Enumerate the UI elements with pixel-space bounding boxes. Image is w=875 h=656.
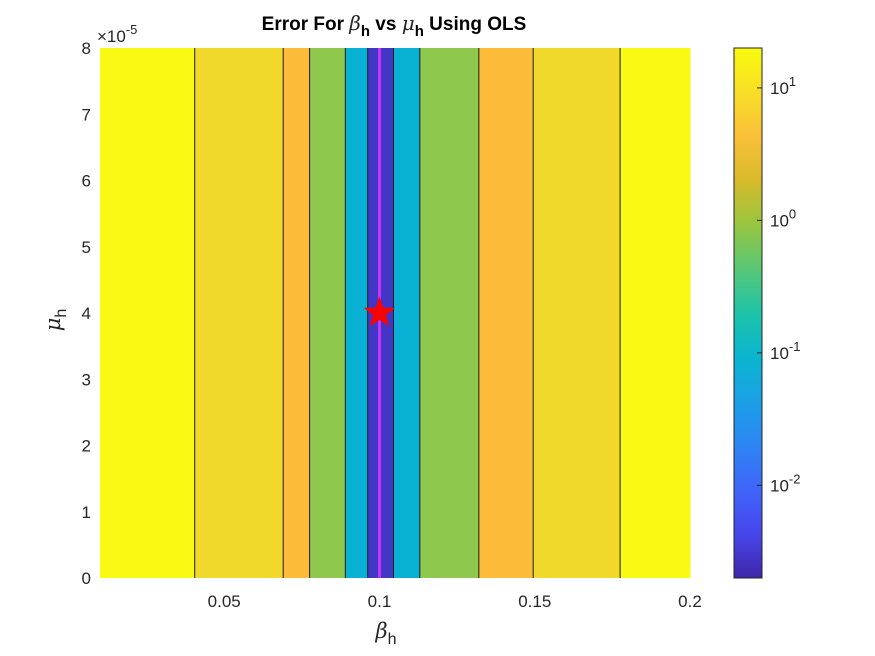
heatmap-band-0	[100, 48, 196, 578]
y-axis-label: μh	[41, 309, 70, 332]
y-exponent-label: ×10-5	[97, 22, 137, 46]
y-tick-label-2: 2	[82, 437, 91, 456]
colorbar-tick-label-0: 101	[770, 74, 796, 98]
x-tick-label-1: 0.1	[368, 592, 392, 611]
colorbar-ticks: 101 100 10-1 10-2	[757, 74, 800, 495]
heatmap-band-7	[419, 48, 480, 578]
y-tick-label-4: 4	[82, 304, 91, 323]
star-marker	[363, 296, 396, 327]
heatmap-band-4	[345, 48, 369, 578]
y-tick-label-0: 0	[82, 569, 91, 588]
heatmap-band-2	[283, 48, 311, 578]
heatmap-band-8	[478, 48, 534, 578]
x-axis-ticks: 0.05 0.1 0.15 0.2	[208, 592, 702, 611]
contour-lines	[194, 48, 621, 578]
colorbar-tick-label-2: 10-1	[770, 339, 800, 363]
marker-group	[363, 296, 396, 327]
y-tick-label-1: 1	[82, 503, 91, 522]
colorbar-gradient	[733, 47, 763, 579]
plot-area	[100, 48, 691, 578]
y-tick-label-7: 7	[82, 105, 91, 124]
x-tick-label-0: 0.05	[208, 592, 241, 611]
chart-title: Error For βh vs μh Using OLS	[262, 11, 527, 40]
x-tick-label-3: 0.2	[678, 592, 702, 611]
heatmap-band-3	[309, 48, 346, 578]
y-tick-label-6: 6	[82, 172, 91, 191]
x-tick-label-2: 0.15	[518, 592, 551, 611]
y-tick-label-8: 8	[82, 39, 91, 58]
y-axis-ticks: 0 1 2 3 4 5 6 7 8	[82, 39, 91, 588]
y-tick-label-3: 3	[82, 370, 91, 389]
colorbar-tick-label-3: 10-2	[770, 471, 800, 495]
colorbar: 101 100 10-1 10-2	[733, 47, 800, 579]
heatmap-band-1	[194, 48, 284, 578]
x-axis-label: βh	[374, 619, 396, 648]
y-tick-label-5: 5	[82, 238, 91, 257]
colorbar-tick-label-1: 100	[770, 206, 796, 230]
heatmap-band-6	[393, 48, 421, 578]
heatmap-band-9	[533, 48, 621, 578]
heatmap-band-10	[620, 48, 691, 578]
